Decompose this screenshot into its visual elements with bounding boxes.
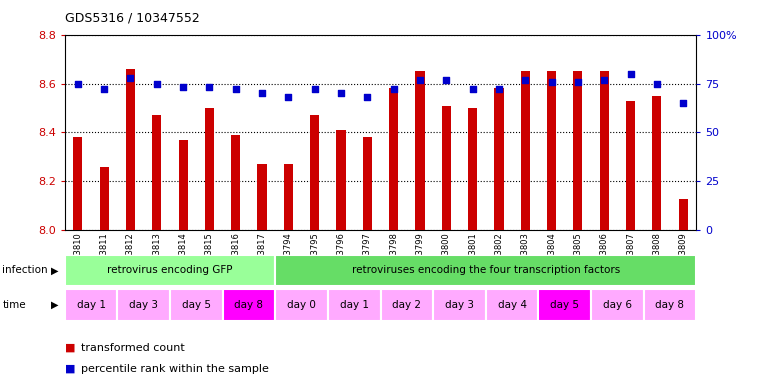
Bar (380, 289, 433, 321)
Bar (486, 289, 539, 321)
Text: day 3: day 3 (129, 300, 158, 310)
Bar (152, 115, 161, 230)
Bar (65, 255, 275, 286)
Bar (231, 135, 240, 230)
Bar (73, 137, 82, 230)
Bar (433, 289, 486, 321)
Point (72, 81, 84, 87)
Text: infection: infection (2, 265, 48, 275)
Bar (600, 71, 609, 230)
Bar (336, 130, 345, 230)
Text: percentile rank within the sample: percentile rank within the sample (81, 364, 269, 374)
Bar (389, 88, 398, 230)
Text: day 8: day 8 (234, 300, 263, 310)
Point (466, 86, 479, 93)
Point (677, 100, 689, 106)
Point (151, 81, 163, 87)
Point (651, 81, 663, 87)
Bar (441, 106, 451, 230)
Point (230, 86, 242, 93)
Point (361, 94, 374, 100)
Text: ▶: ▶ (51, 300, 59, 310)
Bar (328, 289, 380, 321)
Bar (205, 108, 214, 230)
Text: day 0: day 0 (287, 300, 316, 310)
Point (598, 76, 610, 83)
Text: day 2: day 2 (393, 300, 422, 310)
Text: day 1: day 1 (77, 300, 106, 310)
Bar (521, 71, 530, 230)
Point (203, 84, 215, 91)
Bar (495, 88, 504, 230)
Bar (652, 96, 661, 230)
Point (519, 76, 531, 83)
Bar (539, 289, 591, 321)
Bar (179, 140, 188, 230)
Text: ▶: ▶ (51, 265, 59, 275)
Text: day 8: day 8 (655, 300, 684, 310)
Point (177, 84, 189, 91)
Bar (100, 167, 109, 230)
Text: retroviruses encoding the four transcription factors: retroviruses encoding the four transcrip… (352, 265, 620, 275)
Bar (170, 289, 223, 321)
Bar (275, 255, 696, 286)
Point (98, 86, 110, 93)
Bar (644, 289, 696, 321)
Bar (310, 115, 320, 230)
Text: retrovirus encoding GFP: retrovirus encoding GFP (107, 265, 233, 275)
Bar (626, 101, 635, 230)
Point (124, 74, 136, 81)
Bar (468, 108, 477, 230)
Point (309, 86, 321, 93)
Point (414, 76, 426, 83)
Text: day 3: day 3 (445, 300, 474, 310)
Text: ■: ■ (65, 343, 75, 353)
Text: ■: ■ (65, 364, 75, 374)
Bar (126, 69, 135, 230)
Text: day 6: day 6 (603, 300, 632, 310)
Point (335, 90, 347, 96)
Text: transformed count: transformed count (81, 343, 185, 353)
Bar (65, 289, 117, 321)
Point (282, 94, 295, 100)
Bar (117, 289, 170, 321)
Bar (679, 199, 688, 230)
Bar (223, 289, 275, 321)
Point (572, 78, 584, 84)
Text: day 1: day 1 (339, 300, 368, 310)
Text: day 5: day 5 (550, 300, 579, 310)
Bar (573, 71, 582, 230)
Point (440, 76, 452, 83)
Text: GDS5316 / 10347552: GDS5316 / 10347552 (65, 12, 199, 25)
Text: day 5: day 5 (182, 300, 211, 310)
Point (387, 86, 400, 93)
Bar (363, 137, 372, 230)
Text: day 4: day 4 (498, 300, 527, 310)
Text: time: time (2, 300, 26, 310)
Point (493, 86, 505, 93)
Point (546, 78, 558, 84)
Bar (275, 289, 328, 321)
Point (625, 71, 637, 77)
Bar (547, 71, 556, 230)
Bar (416, 71, 425, 230)
Bar (257, 164, 266, 230)
Bar (284, 164, 293, 230)
Bar (591, 289, 644, 321)
Point (256, 90, 268, 96)
